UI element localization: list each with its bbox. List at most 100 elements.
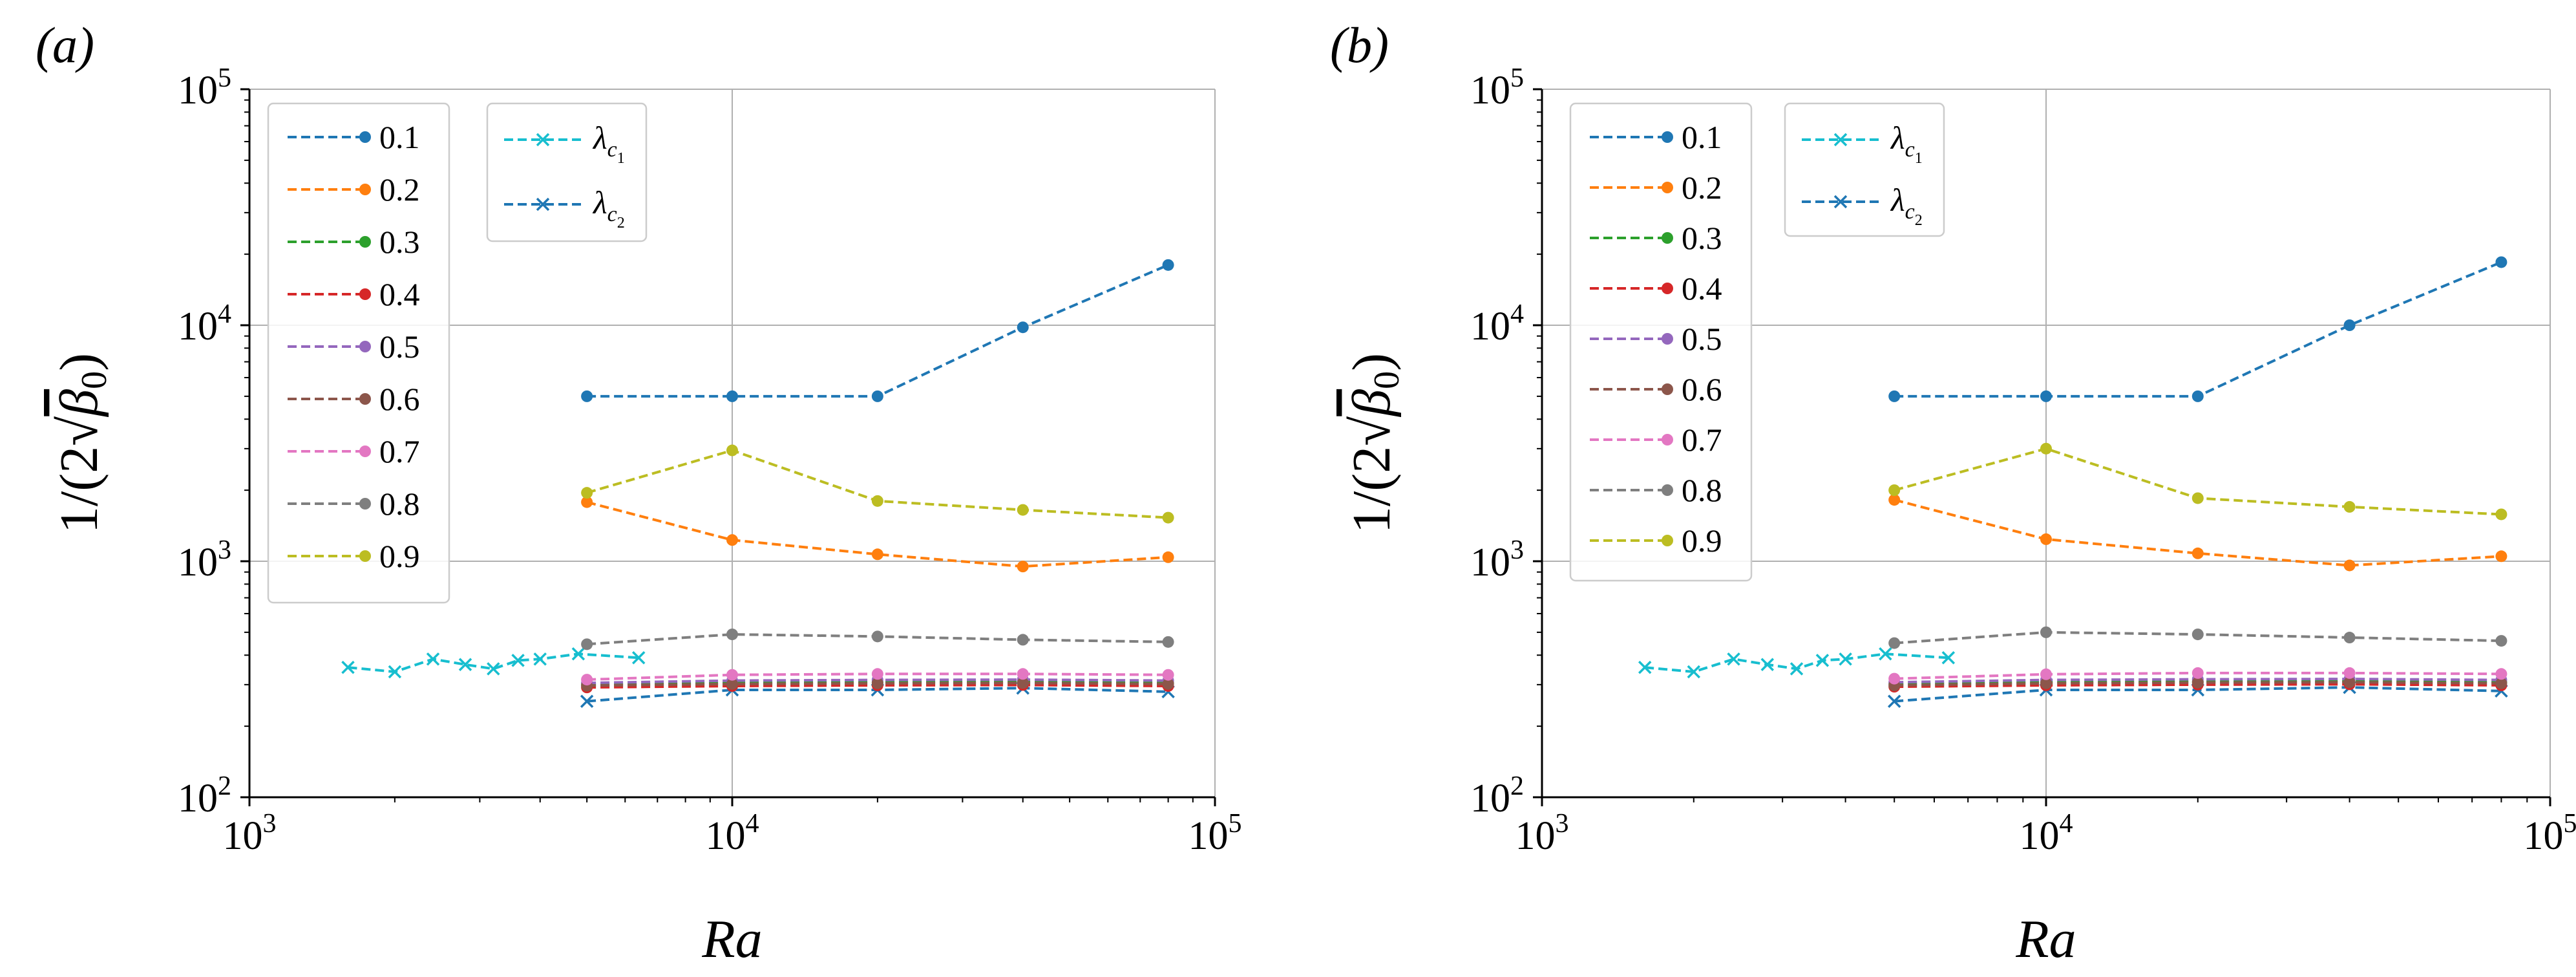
legend-item: λc1 xyxy=(1802,120,1923,167)
series-0.1 xyxy=(581,259,1174,402)
legend-label: 0.8 xyxy=(1682,472,1722,508)
data-point xyxy=(581,390,593,402)
legend-label: λc2 xyxy=(592,184,625,231)
legend-label: 0.9 xyxy=(379,538,420,574)
legend-item: 0.2 xyxy=(288,171,420,208)
legend-swatch-marker xyxy=(359,288,371,300)
data-point-x xyxy=(631,651,646,665)
x-axis-label: Ra xyxy=(701,909,762,969)
data-point xyxy=(871,677,883,689)
legend-label: 0.2 xyxy=(379,171,420,208)
legend-item: λc2 xyxy=(504,184,625,231)
data-point-x xyxy=(1879,647,1892,661)
data-point xyxy=(2343,500,2356,513)
data-point-x xyxy=(580,694,594,708)
data-point xyxy=(581,674,593,686)
chart-panel-a: (a)103 104 105102103104105Ra1/(2√β0)0.10.2… xyxy=(36,17,1242,969)
legend-fractions: 0.1 0.2 0.3 0.4 0.5 0.6 0.7 0.8 0.9 xyxy=(267,102,450,604)
data-point xyxy=(2495,256,2507,268)
legend-swatch-marker xyxy=(359,341,371,352)
series-0.8 xyxy=(1888,626,2507,649)
data-point xyxy=(2343,559,2356,572)
data-point xyxy=(1162,678,1174,690)
series-0.2 xyxy=(1888,494,2507,572)
data-point xyxy=(2040,677,2052,689)
data-point xyxy=(1017,321,1029,334)
series-line xyxy=(587,263,1169,398)
legend-swatch-marker xyxy=(1662,535,1673,546)
legend-swatch-marker xyxy=(1662,484,1673,496)
legend-swatch-marker xyxy=(359,131,371,143)
data-point xyxy=(726,534,738,546)
data-point xyxy=(2040,668,2052,680)
legend-item: 0.3 xyxy=(288,224,420,260)
legend-swatch-marker xyxy=(1662,131,1673,143)
data-point-x xyxy=(388,665,402,679)
data-point xyxy=(2040,533,2052,545)
legend-frame xyxy=(486,102,648,242)
legend-swatch-marker xyxy=(1662,283,1673,294)
data-point xyxy=(1162,636,1174,648)
data-point xyxy=(2343,667,2356,679)
data-point xyxy=(1162,669,1174,681)
legend-item: 0.6 xyxy=(1590,371,1722,407)
data-point xyxy=(581,496,593,508)
legend-label: 0.3 xyxy=(379,224,420,260)
data-point xyxy=(1017,668,1029,680)
legend-frame xyxy=(1569,102,1753,582)
data-point xyxy=(2495,677,2507,689)
data-point xyxy=(1162,551,1174,563)
legend-frame xyxy=(267,102,450,604)
legend-swatch-marker xyxy=(1662,182,1673,193)
data-point xyxy=(1162,259,1174,271)
data-point xyxy=(2040,390,2052,402)
legend-swatch-marker xyxy=(1662,333,1673,345)
lambda-series xyxy=(341,647,646,679)
legend-item: 0.1 xyxy=(288,119,420,155)
legend-item: 0.3 xyxy=(1590,220,1722,256)
series-0.9 xyxy=(1888,442,2507,521)
data-point-x xyxy=(1760,658,1775,671)
series-0.7 xyxy=(1888,667,2507,685)
data-point xyxy=(2040,442,2052,455)
chart-panel-b: (b)103 104 105102103104105Ra1/(2√β0)0.10.2… xyxy=(1330,17,2576,969)
legend-swatch-marker xyxy=(536,133,550,147)
legend-item: 0.2 xyxy=(1590,169,1722,206)
data-point-x xyxy=(487,662,500,676)
data-point xyxy=(1888,637,1901,649)
data-point xyxy=(2191,628,2204,641)
panel-label: (b) xyxy=(1330,17,1389,73)
data-point xyxy=(2495,635,2507,647)
legend-swatch-marker xyxy=(359,550,371,562)
y-tick-label: 104 xyxy=(178,299,231,349)
x-tick-label: 105 xyxy=(2524,809,2576,858)
y-tick-label: 102 xyxy=(178,771,231,821)
data-point xyxy=(581,487,593,499)
series-0.6 xyxy=(1888,676,2507,691)
legend-item: λc2 xyxy=(1802,182,1923,229)
y-axis-label: 1/(2√β0) xyxy=(1342,353,1407,533)
legend-label: 0.5 xyxy=(1682,321,1722,357)
data-point xyxy=(2495,668,2507,680)
legend-label: 0.5 xyxy=(379,328,420,365)
legend-label: 0.1 xyxy=(1682,119,1722,155)
data-point-x xyxy=(1887,694,1901,708)
legend-label: 0.3 xyxy=(1682,220,1722,256)
panel-label: (a) xyxy=(36,17,94,73)
data-point xyxy=(2495,508,2507,521)
y-tick-label: 103 xyxy=(1470,535,1524,585)
legend-label: 0.1 xyxy=(379,119,420,155)
legend-label: 0.4 xyxy=(1682,270,1722,306)
x-tick-label: 104 xyxy=(2020,809,2073,858)
data-point xyxy=(1017,677,1029,689)
data-point xyxy=(871,668,883,680)
legend-item: 0.5 xyxy=(1590,321,1722,357)
data-point xyxy=(1017,504,1029,516)
data-point xyxy=(1888,672,1901,685)
data-point xyxy=(1162,511,1174,524)
series-0.2 xyxy=(581,496,1174,573)
data-point xyxy=(726,444,738,456)
